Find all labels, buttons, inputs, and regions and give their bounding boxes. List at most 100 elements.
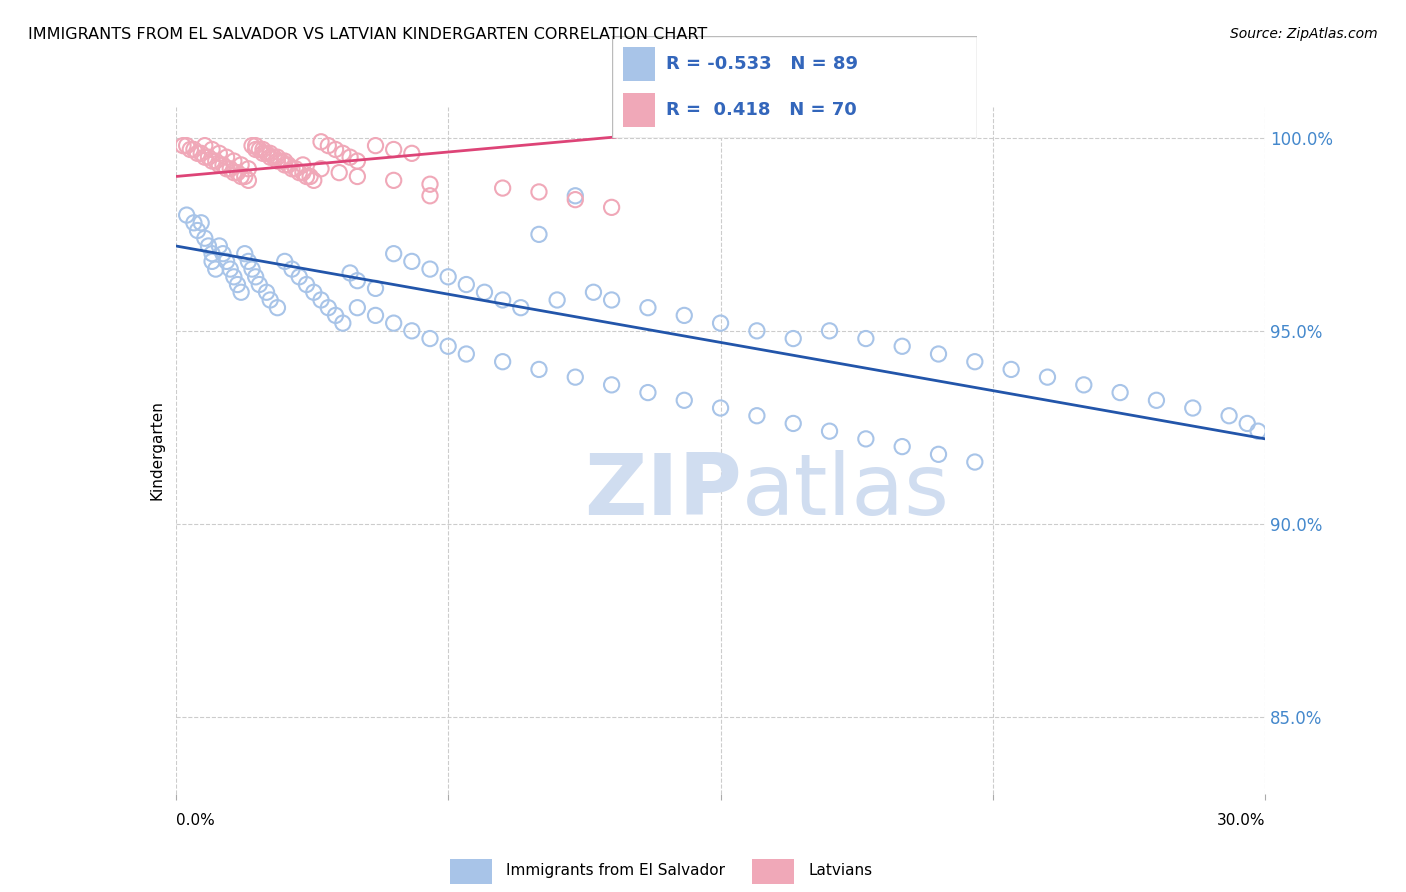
Point bbox=[215, 254, 238, 268]
Point bbox=[270, 154, 292, 169]
Point bbox=[456, 277, 478, 292]
Point bbox=[259, 150, 281, 164]
Point bbox=[527, 185, 550, 199]
Point bbox=[226, 166, 249, 180]
Point bbox=[201, 254, 224, 268]
Point bbox=[673, 393, 696, 408]
Point bbox=[299, 169, 322, 184]
Point bbox=[1073, 377, 1095, 392]
Point bbox=[226, 277, 249, 292]
Point bbox=[197, 239, 219, 253]
Point bbox=[564, 188, 586, 202]
Text: 30.0%: 30.0% bbox=[1218, 814, 1265, 828]
Point bbox=[201, 246, 224, 260]
Point bbox=[190, 216, 212, 230]
Text: ZIP: ZIP bbox=[585, 450, 742, 533]
Point bbox=[891, 339, 914, 353]
Point bbox=[247, 143, 270, 157]
Point bbox=[238, 161, 260, 176]
Point bbox=[318, 138, 340, 153]
Point bbox=[318, 301, 340, 315]
Point bbox=[928, 347, 950, 361]
FancyBboxPatch shape bbox=[623, 93, 655, 127]
Point bbox=[419, 262, 441, 277]
Point bbox=[231, 285, 253, 300]
Point bbox=[204, 154, 226, 169]
Point bbox=[222, 166, 245, 180]
Point bbox=[782, 332, 804, 346]
Point bbox=[176, 208, 198, 222]
Point bbox=[266, 150, 288, 164]
Point bbox=[183, 216, 205, 230]
Point bbox=[637, 385, 659, 400]
Text: Latvians: Latvians bbox=[808, 863, 873, 878]
Text: atlas: atlas bbox=[742, 450, 950, 533]
Point bbox=[364, 138, 387, 153]
Point bbox=[710, 401, 733, 415]
Text: R =  0.418   N = 70: R = 0.418 N = 70 bbox=[666, 101, 858, 119]
Point bbox=[309, 135, 332, 149]
Point bbox=[233, 246, 256, 260]
Point bbox=[456, 347, 478, 361]
Point bbox=[346, 154, 368, 169]
Point bbox=[215, 150, 238, 164]
Point bbox=[295, 277, 318, 292]
Point bbox=[401, 254, 423, 268]
Point bbox=[302, 173, 325, 187]
Point bbox=[302, 285, 325, 300]
Point bbox=[1036, 370, 1059, 384]
Point bbox=[194, 150, 217, 164]
Point bbox=[219, 262, 242, 277]
Point bbox=[245, 269, 267, 284]
Point bbox=[782, 417, 804, 431]
Point bbox=[291, 166, 314, 180]
Text: Immigrants from El Salvador: Immigrants from El Salvador bbox=[506, 863, 725, 878]
Point bbox=[745, 409, 768, 423]
Point bbox=[240, 138, 263, 153]
Point bbox=[382, 173, 405, 187]
Point bbox=[419, 178, 441, 192]
Point bbox=[291, 158, 314, 172]
Point bbox=[963, 455, 986, 469]
Point bbox=[492, 355, 515, 369]
Point bbox=[252, 143, 274, 157]
Point bbox=[419, 188, 441, 202]
Point bbox=[1218, 409, 1240, 423]
Point bbox=[183, 143, 205, 157]
FancyBboxPatch shape bbox=[612, 36, 977, 138]
Point bbox=[325, 309, 347, 323]
Point bbox=[492, 181, 515, 195]
Point bbox=[346, 274, 368, 288]
Point bbox=[419, 332, 441, 346]
Point bbox=[745, 324, 768, 338]
Point bbox=[309, 293, 332, 307]
Point bbox=[222, 269, 245, 284]
Point bbox=[437, 339, 460, 353]
Point bbox=[281, 262, 304, 277]
Point bbox=[231, 158, 253, 172]
Point bbox=[274, 158, 297, 172]
Point bbox=[1236, 417, 1258, 431]
Point bbox=[855, 332, 877, 346]
Point bbox=[259, 293, 281, 307]
Text: Source: ZipAtlas.com: Source: ZipAtlas.com bbox=[1230, 27, 1378, 41]
Point bbox=[186, 146, 209, 161]
Point bbox=[332, 146, 354, 161]
Point bbox=[281, 161, 304, 176]
Point bbox=[673, 309, 696, 323]
FancyBboxPatch shape bbox=[752, 859, 794, 884]
Point bbox=[1109, 385, 1132, 400]
Point bbox=[437, 269, 460, 284]
Point bbox=[201, 143, 224, 157]
Point bbox=[266, 154, 288, 169]
Point bbox=[194, 231, 217, 245]
Point bbox=[238, 254, 260, 268]
Point bbox=[928, 447, 950, 461]
Point bbox=[208, 146, 231, 161]
Point bbox=[564, 370, 586, 384]
Point bbox=[1247, 424, 1270, 438]
Point bbox=[266, 301, 288, 315]
Point bbox=[256, 146, 278, 161]
Point bbox=[309, 161, 332, 176]
Point bbox=[201, 154, 224, 169]
